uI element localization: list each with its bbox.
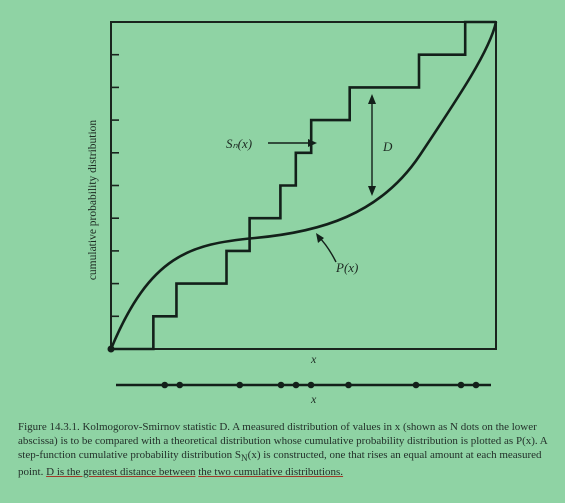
d-arrowhead-bottom [368,186,376,196]
y-axis-label: cumulative probability distribution [87,119,99,281]
sample-dot [345,381,352,389]
p-label: P(x) [335,260,358,275]
lower-x-label: x [310,392,317,406]
sample-dot [161,381,169,389]
caption-part1: Kolmogorov-Smirnov statistic D. A measur… [18,421,548,461]
sample-dot [457,381,465,389]
sn-arrowhead [308,139,317,147]
caption-part4: the two cumulative distributions. [198,466,344,479]
sample-dot [412,381,420,389]
figure-caption: Figure 14.3.1. Kolmogorov-Smirnov statis… [18,420,558,479]
sample-dot [472,381,480,389]
d-arrowhead-top [368,94,376,104]
y-ticks [111,53,119,318]
sample-dot [236,381,244,389]
caption-fig-no: Figure 14.3.1. [18,421,80,433]
sample-dot [277,381,285,389]
sample-dots [161,381,480,389]
origin-dot [107,345,115,353]
sn-label: Sₙ(x) [226,136,252,151]
sn-step-function [111,20,496,351]
caption-part2: (x) is constructed, one that rises an eq… [18,449,542,479]
caption-sub: N [241,453,248,464]
plot-frame [110,21,497,350]
x-axis-label: x [310,352,317,366]
sample-dot [176,381,184,389]
d-label: D [382,139,393,154]
caption-part3: D is the greatest distance between [46,466,196,479]
p-curve [109,21,498,350]
p-pointer-head [316,233,324,243]
sample-dot [307,381,315,389]
sample-dot [292,381,300,389]
